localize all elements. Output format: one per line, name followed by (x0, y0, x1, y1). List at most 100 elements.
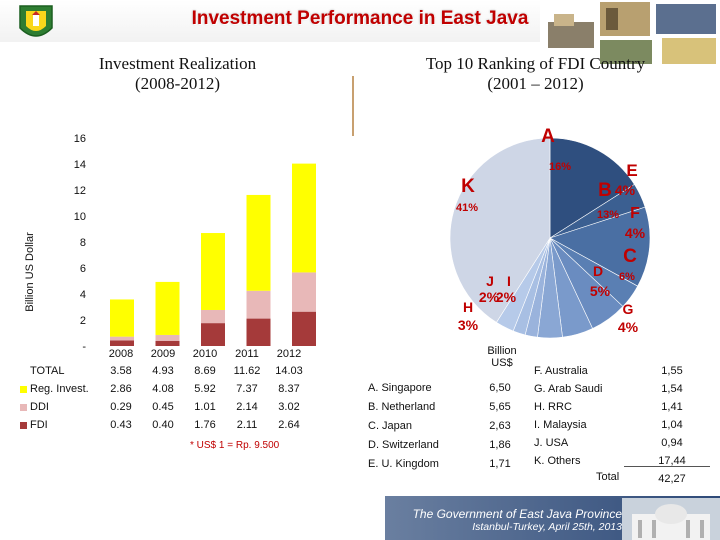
fdi-table-header: Billion US$ (472, 345, 532, 369)
y-tick-label: 6 (80, 263, 86, 275)
exchange-rate-note: * US$ 1 = Rp. 9.500 (190, 440, 280, 451)
pie-label-g-letter: G (623, 301, 634, 317)
bar-ddi-2012 (292, 272, 316, 312)
fdi-country-row: K. Others 17,44 (534, 452, 694, 470)
left-subtitle-line1: Investment Realization (98, 54, 257, 73)
table-cell: 2.14 (236, 401, 258, 413)
table-row-label: Reg. Invest. (20, 383, 100, 395)
bar-fdi-2010 (201, 323, 225, 346)
footer-location-date: Istanbul-Turkey, April 25th, 2013 (472, 521, 622, 533)
bar-reg-invest-2010 (201, 233, 225, 310)
footer-organization: The Government of East Java Province (412, 507, 622, 521)
bar-reg-invest-2011 (246, 194, 271, 291)
table-year-2011: 2011 (235, 348, 259, 360)
pie-label-j-letter: J (486, 273, 494, 289)
table-cell: 2.64 (278, 419, 300, 431)
fdi-country-row: D. Switzerland 1,86 (368, 435, 528, 454)
pie-label-a-letter: A (541, 126, 555, 147)
fdi-table-right: F. Australia 1,55 G. Arab Saudi 1,54 H. RRC 1… (534, 362, 694, 470)
table-cell: 4.93 (152, 365, 174, 377)
pie-label-e-letter: E (626, 161, 637, 180)
y-tick-label: 4 (80, 289, 86, 301)
table-year-2009: 2009 (150, 348, 176, 360)
fdi-country-name: G. Arab Saudi (534, 383, 603, 395)
pie-label-h-letter: H (463, 299, 473, 315)
pie-label-f-letter: F (630, 205, 640, 222)
table-cell: 11.62 (233, 365, 261, 377)
left-subtitle-line2: (2008-2012) (135, 74, 220, 93)
table-row: Reg. Invest. 2.86 4.08 5.92 7.37 8.37 (20, 380, 340, 398)
bar-ddi-2008 (110, 336, 134, 341)
investment-bar-chart: Billion US Dollar - 2 4 6 8 10 12 14 16 (24, 133, 316, 350)
fdi-country-name: D. Switzerland (368, 438, 439, 451)
fdi-country-value: 17,44 (658, 455, 686, 467)
fdi-country-name: A. Singapore (368, 381, 432, 394)
fdi-country-value: 6,50 (489, 381, 511, 394)
pie-label-k-pct: 41% (456, 202, 478, 214)
y-tick-label: 16 (74, 133, 86, 145)
pie-slice-a (549, 137, 635, 239)
table-cell: 5.92 (194, 383, 216, 395)
fdi-country-row: E. U. Kingdom 1,71 (368, 454, 528, 473)
fdi-country-value: 5,65 (489, 400, 511, 413)
fdi-country-name: J. USA (534, 437, 569, 449)
table-cell: 8.69 (194, 365, 216, 377)
pie-label-j-pct: 2% (479, 289, 500, 305)
table-cell: 4.08 (152, 383, 174, 395)
fdi-country-row: C. Japan 2,63 (368, 416, 528, 435)
fdi-country-row: B. Netherland 5,65 (368, 397, 528, 416)
y-axis-label: Billion US Dollar (24, 232, 36, 312)
bar-fdi-2012 (292, 311, 316, 346)
pie-label-f-pct: 4% (625, 225, 646, 241)
fdi-total-value: 42,27 (658, 473, 686, 485)
table-cell: 1.76 (194, 419, 216, 431)
y-tick-label: - (82, 341, 86, 350)
table-rows: TOTAL 3.58 4.93 8.69 11.62 14.03 Reg. Invest. 2… (20, 362, 340, 434)
y-tick-label: 2 (80, 315, 86, 327)
header-photo-strip (540, 0, 720, 70)
pie-label-c-pct: 6% (619, 271, 635, 283)
pie-label-k-letter: K (461, 176, 475, 197)
fdi-country-name: I. Malaysia (534, 419, 587, 431)
fdi-country-value: 1,54 (661, 383, 683, 395)
fdi-total-label: Total (596, 471, 620, 483)
table-row: FDI 0.43 0.40 1.76 2.11 2.64 (20, 416, 340, 434)
legend-swatch (20, 385, 27, 393)
pie-label-d-letter: D (593, 263, 603, 279)
table-cell: 2.86 (110, 383, 132, 395)
fdi-country-row: G. Arab Saudi 1,54 (534, 380, 694, 398)
fdi-country-value: 0,94 (661, 437, 683, 449)
right-subtitle: Top 10 Ranking of FDI Country (2001 – 20… (378, 54, 693, 94)
fdi-header-line1: Billion (487, 345, 517, 357)
y-tick-label: 14 (74, 159, 86, 171)
right-subtitle-line1: Top 10 Ranking of FDI Country (425, 54, 646, 73)
table-cell: 1.01 (194, 401, 216, 413)
table-cell: 7.37 (236, 383, 258, 395)
table-year-header: 2008 2009 2010 2011 2012 (100, 348, 340, 362)
table-cell: 3.02 (278, 401, 300, 413)
left-subtitle: Investment Realization (2008-2012) (60, 54, 295, 94)
legend-swatch (20, 368, 27, 375)
bar-ddi-2011 (246, 290, 271, 319)
fdi-country-value: 1,55 (661, 365, 683, 377)
bar-reg-invest-2009 (155, 281, 180, 335)
table-cell: 0.45 (152, 401, 174, 413)
table-cell: 0.29 (110, 401, 132, 413)
table-row-label: FDI (20, 419, 100, 431)
pie-slice-k (449, 137, 551, 323)
investment-data-table: 2008 2009 2010 2011 2012 TOTAL 3.58 4.93 8.69 11… (20, 348, 340, 434)
fdi-pie-chart: A16% E4%B13% F4%C6%D5%G4%I2%J2%H3%K41% (449, 126, 651, 339)
pie-label-e-pct: 4% (615, 182, 636, 198)
y-tick-label: 12 (74, 185, 86, 197)
table-cell: 0.43 (110, 419, 132, 431)
pie-labels: A16% E4%B13% F4%C6%D5%G4%I2%J2%H3%K41% (456, 126, 646, 335)
fdi-header-line2: US$ (491, 357, 513, 369)
total-divider (624, 466, 710, 467)
fdi-country-name: E. U. Kingdom (368, 457, 439, 470)
fdi-country-row: H. RRC 1,41 (534, 398, 694, 416)
provincial-emblem-icon (19, 5, 53, 37)
pie-label-b-letter: B (598, 180, 612, 201)
pie-label-a-pct: 16% (549, 161, 571, 173)
bar-ddi-2009 (155, 334, 180, 341)
pie-slice-b (549, 206, 651, 287)
